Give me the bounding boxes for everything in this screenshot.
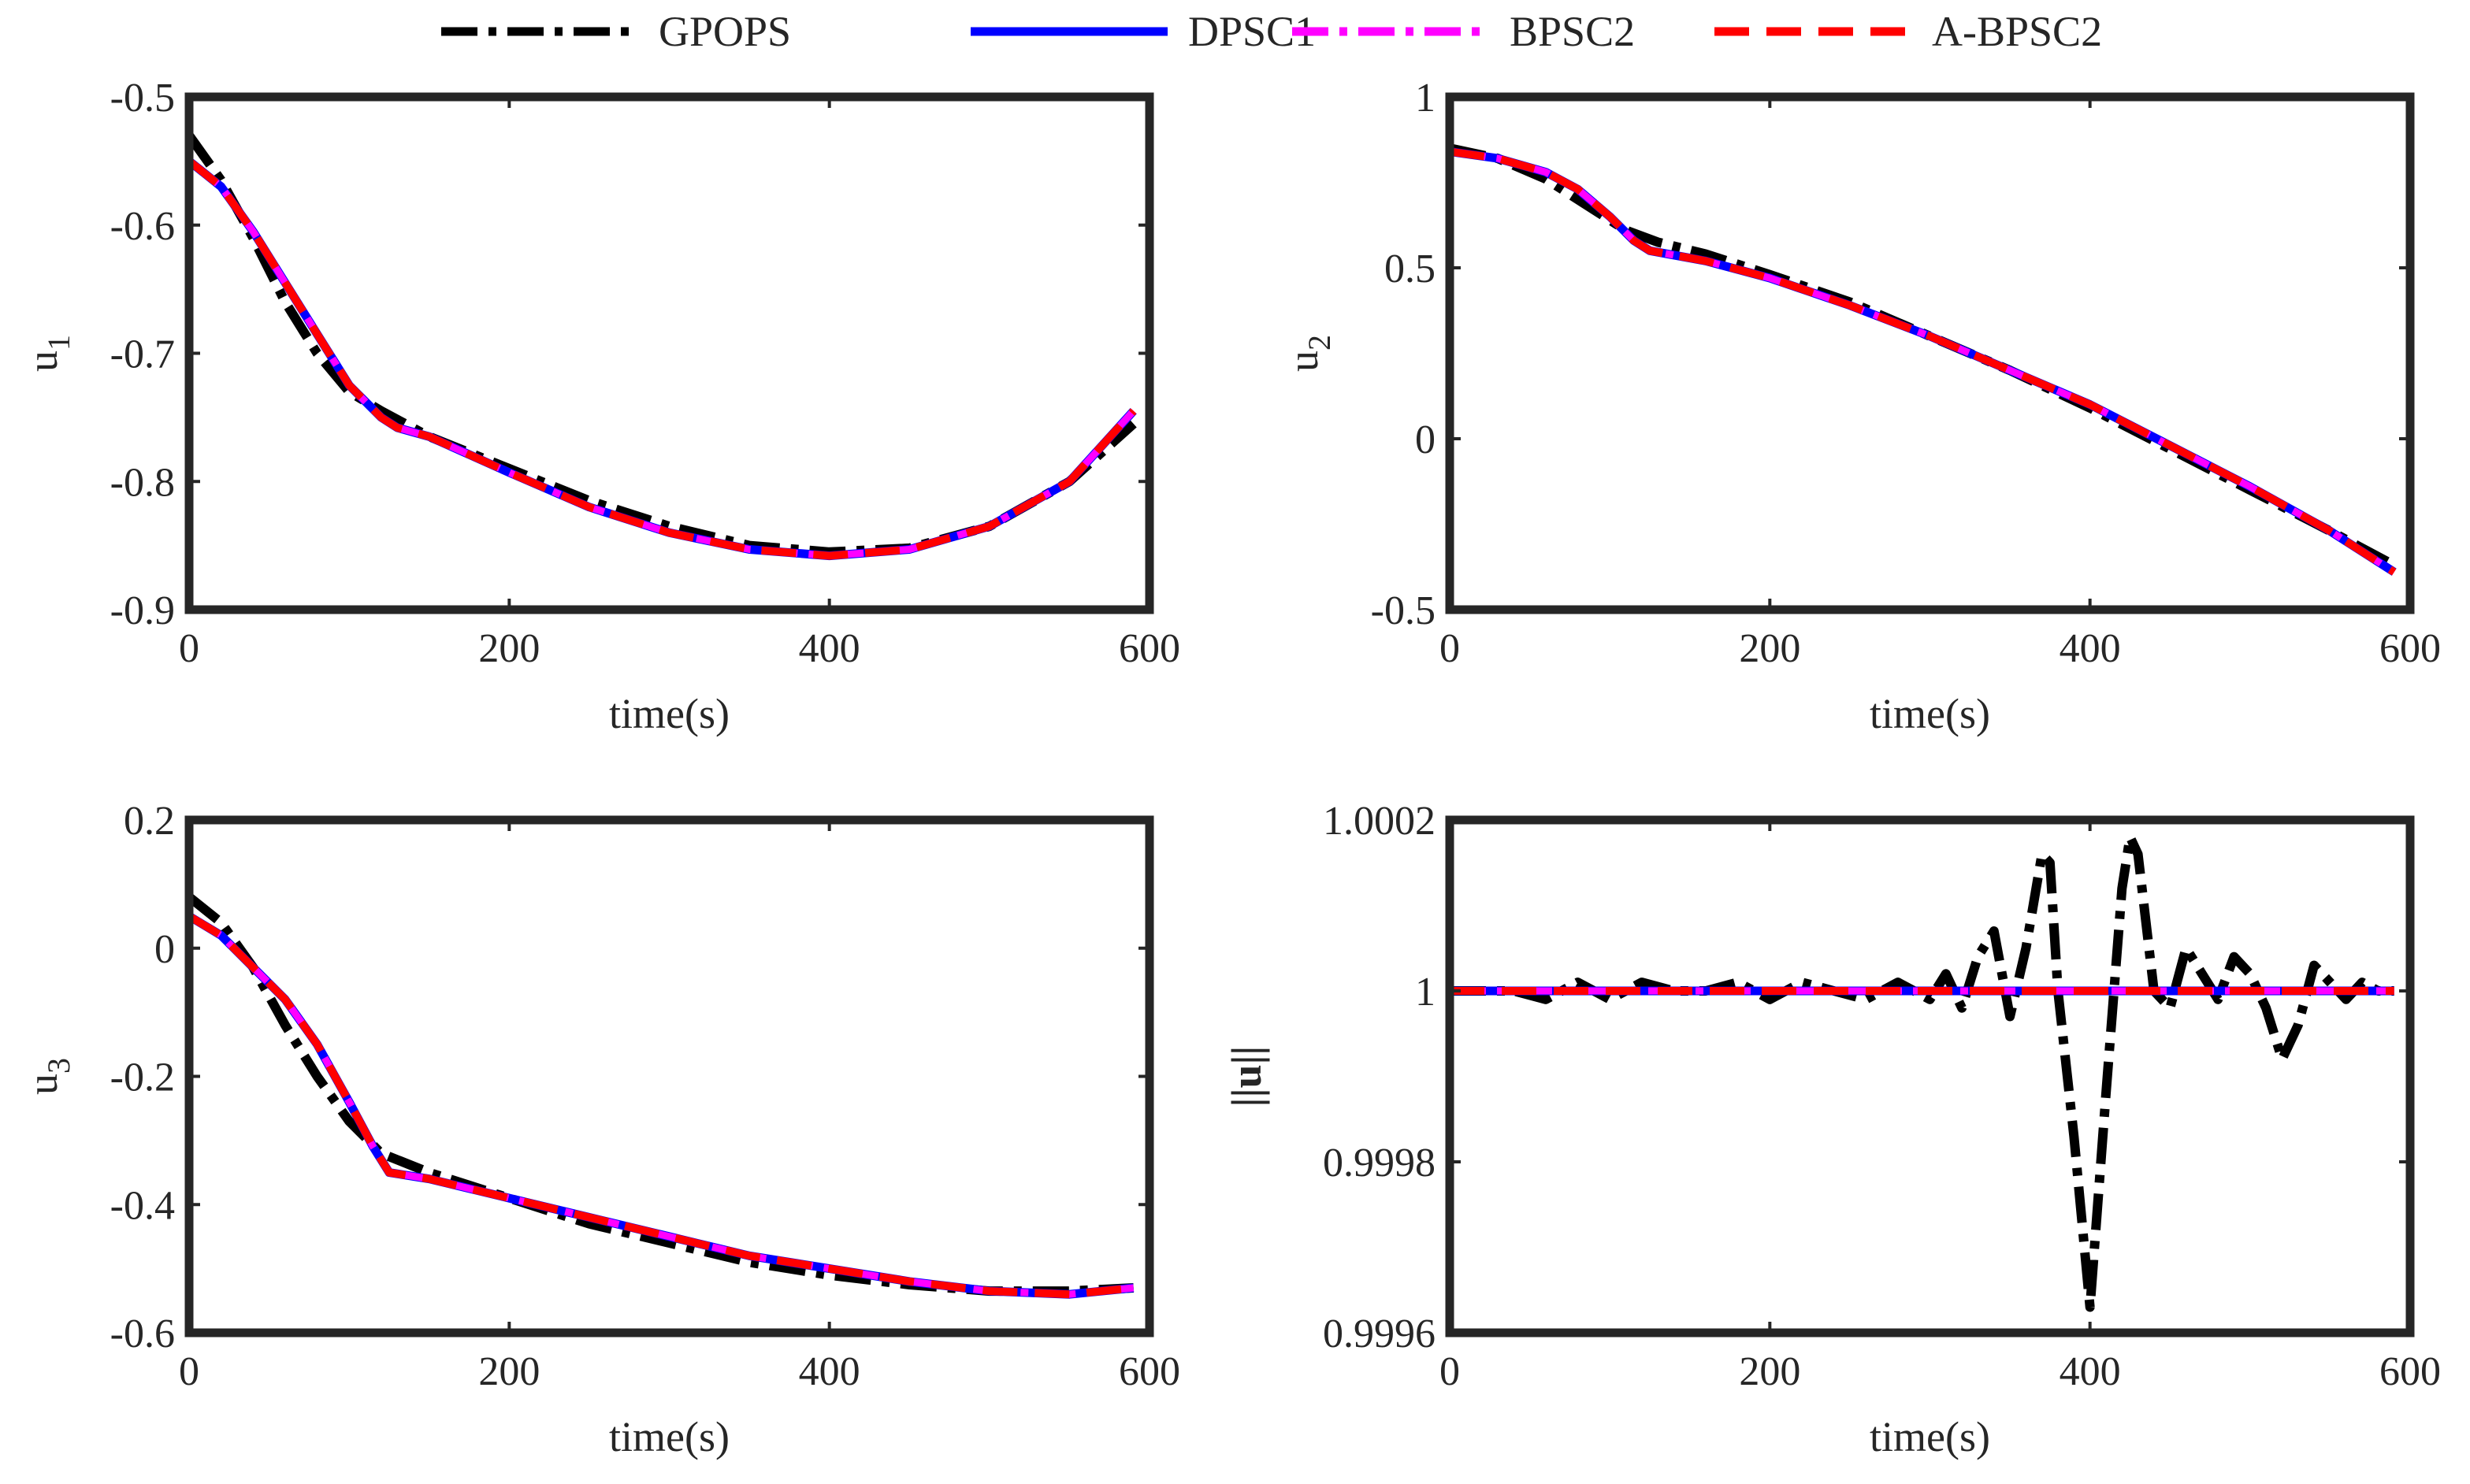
y-tick-label: -0.2 xyxy=(110,1055,175,1100)
y-axis-label-subscript: 3 xyxy=(41,1058,76,1074)
x-tick-label: 400 xyxy=(799,1349,860,1394)
legend: GPOPS DPSC1 BPSC2 A-BPSC2 xyxy=(441,8,2102,55)
axes-frame xyxy=(184,815,1154,1337)
y-axis-label: u3 xyxy=(19,1058,76,1095)
y-axis-label-subscript: 2 xyxy=(1302,335,1337,351)
series-line-gpops xyxy=(189,132,1137,557)
y-tick-label: 0.5 xyxy=(1384,247,1436,291)
series-line-gpops xyxy=(1450,143,2397,569)
y-tick-label: -0.4 xyxy=(110,1183,175,1228)
y-tick-label: 0 xyxy=(154,927,175,972)
x-tick-label: 600 xyxy=(2379,1349,2441,1394)
plots: 0 200 400 600-0.9-0.8-0.7-0.6-0.5time(s)u10… xyxy=(19,76,2441,1460)
x-tick-label: 0 xyxy=(179,1349,199,1394)
legend-item-a-bpsc2: A-BPSC2 xyxy=(1714,8,2102,55)
legend-label-gpops: GPOPS xyxy=(659,8,791,55)
y-axis-label-main: ||u|| xyxy=(1223,1046,1270,1107)
y-tick-label: 0.9996 xyxy=(1323,1311,1436,1356)
series-group xyxy=(1450,832,2394,1312)
subplot-unorm: 0 200 400 600 0.9996 0.9998 1 1.0002 time(s) ||u|… xyxy=(1223,799,2441,1460)
y-axis-label: u2 xyxy=(1280,335,1337,372)
y-tick-label: 1 xyxy=(1415,76,1436,121)
y-tick-label: -0.7 xyxy=(110,332,175,377)
x-axis-label: time(s) xyxy=(1870,1413,1990,1460)
x-tick-label: 400 xyxy=(799,626,860,671)
series-line-a-bpsc2 xyxy=(189,912,1135,1299)
series-line-bpsc2 xyxy=(189,913,1135,1298)
x-tick-label: 0 xyxy=(1439,1349,1460,1394)
x-tick-label: 400 xyxy=(2060,1349,2121,1394)
series-line-dpsc1 xyxy=(189,158,1137,561)
x-axis-label: time(s) xyxy=(609,690,730,737)
axes-frame xyxy=(184,92,1154,614)
x-tick-label: 600 xyxy=(2379,626,2441,671)
axes-frame xyxy=(1445,815,2415,1337)
legend-label-a-bpsc2: A-BPSC2 xyxy=(1932,8,2102,55)
y-tick-label: -0.5 xyxy=(1371,588,1436,633)
axes-frame xyxy=(1445,92,2415,614)
legend-label-bpsc2: BPSC2 xyxy=(1510,8,1635,55)
x-tick-label: 600 xyxy=(1119,1349,1180,1394)
y-axis-label: u1 xyxy=(19,335,76,372)
y-axis-label-main: u xyxy=(1280,351,1327,372)
x-tick-label: 600 xyxy=(1119,626,1180,671)
series-line-a-bpsc2 xyxy=(1450,147,2397,576)
y-tick-label: -0.8 xyxy=(110,460,175,505)
y-tick-label: -0.6 xyxy=(110,1311,175,1356)
series-group xyxy=(1450,143,2397,576)
y-axis-label-main: u xyxy=(19,351,66,372)
x-tick-label: 200 xyxy=(1739,626,1800,671)
legend-item-gpops: GPOPS xyxy=(441,8,791,55)
x-tick-label: 200 xyxy=(1739,1349,1800,1394)
x-tick-label: 0 xyxy=(1439,626,1460,671)
series-line-gpops xyxy=(1450,832,2394,1312)
y-axis-label-subscript: 1 xyxy=(41,335,76,351)
y-tick-label: 0 xyxy=(1415,417,1436,462)
x-tick-label: 200 xyxy=(478,1349,540,1394)
y-tick-label: 0.2 xyxy=(124,799,175,844)
y-axis-label: ||u|| xyxy=(1223,1046,1270,1107)
subplot-u1: 0 200 400 600 -0.9 -0.8 -0.7 -0.6 -0.5 time(s) u1 xyxy=(19,76,1180,737)
series-line-dpsc1 xyxy=(1450,147,2397,576)
x-tick-label: 0 xyxy=(179,626,199,671)
series-group xyxy=(189,893,1135,1299)
x-axis-label: time(s) xyxy=(609,1413,730,1460)
y-tick-label: -0.5 xyxy=(110,76,175,121)
subplot-u3: 0 200 400 600 -0.6 -0.4 -0.2 0 0.2 time(s) u3 xyxy=(19,799,1180,1460)
series-group xyxy=(189,132,1137,561)
y-tick-label: 0.9998 xyxy=(1323,1141,1436,1185)
x-tick-label: 400 xyxy=(2060,626,2121,671)
x-tick-label: 200 xyxy=(478,626,540,671)
series-line-a-bpsc2 xyxy=(189,158,1137,560)
y-axis-label-main: u xyxy=(19,1074,66,1095)
y-tick-label: -0.6 xyxy=(110,204,175,249)
y-tick-label: -0.9 xyxy=(110,588,175,633)
legend-item-bpsc2: BPSC2 xyxy=(1292,8,1635,55)
y-tick-label: 1.0002 xyxy=(1323,799,1436,844)
series-line-bpsc2 xyxy=(1450,147,2397,576)
y-tick-label: 1 xyxy=(1415,970,1436,1015)
x-axis-label: time(s) xyxy=(1870,690,1990,737)
legend-item-dpsc1: DPSC1 xyxy=(971,8,1316,55)
